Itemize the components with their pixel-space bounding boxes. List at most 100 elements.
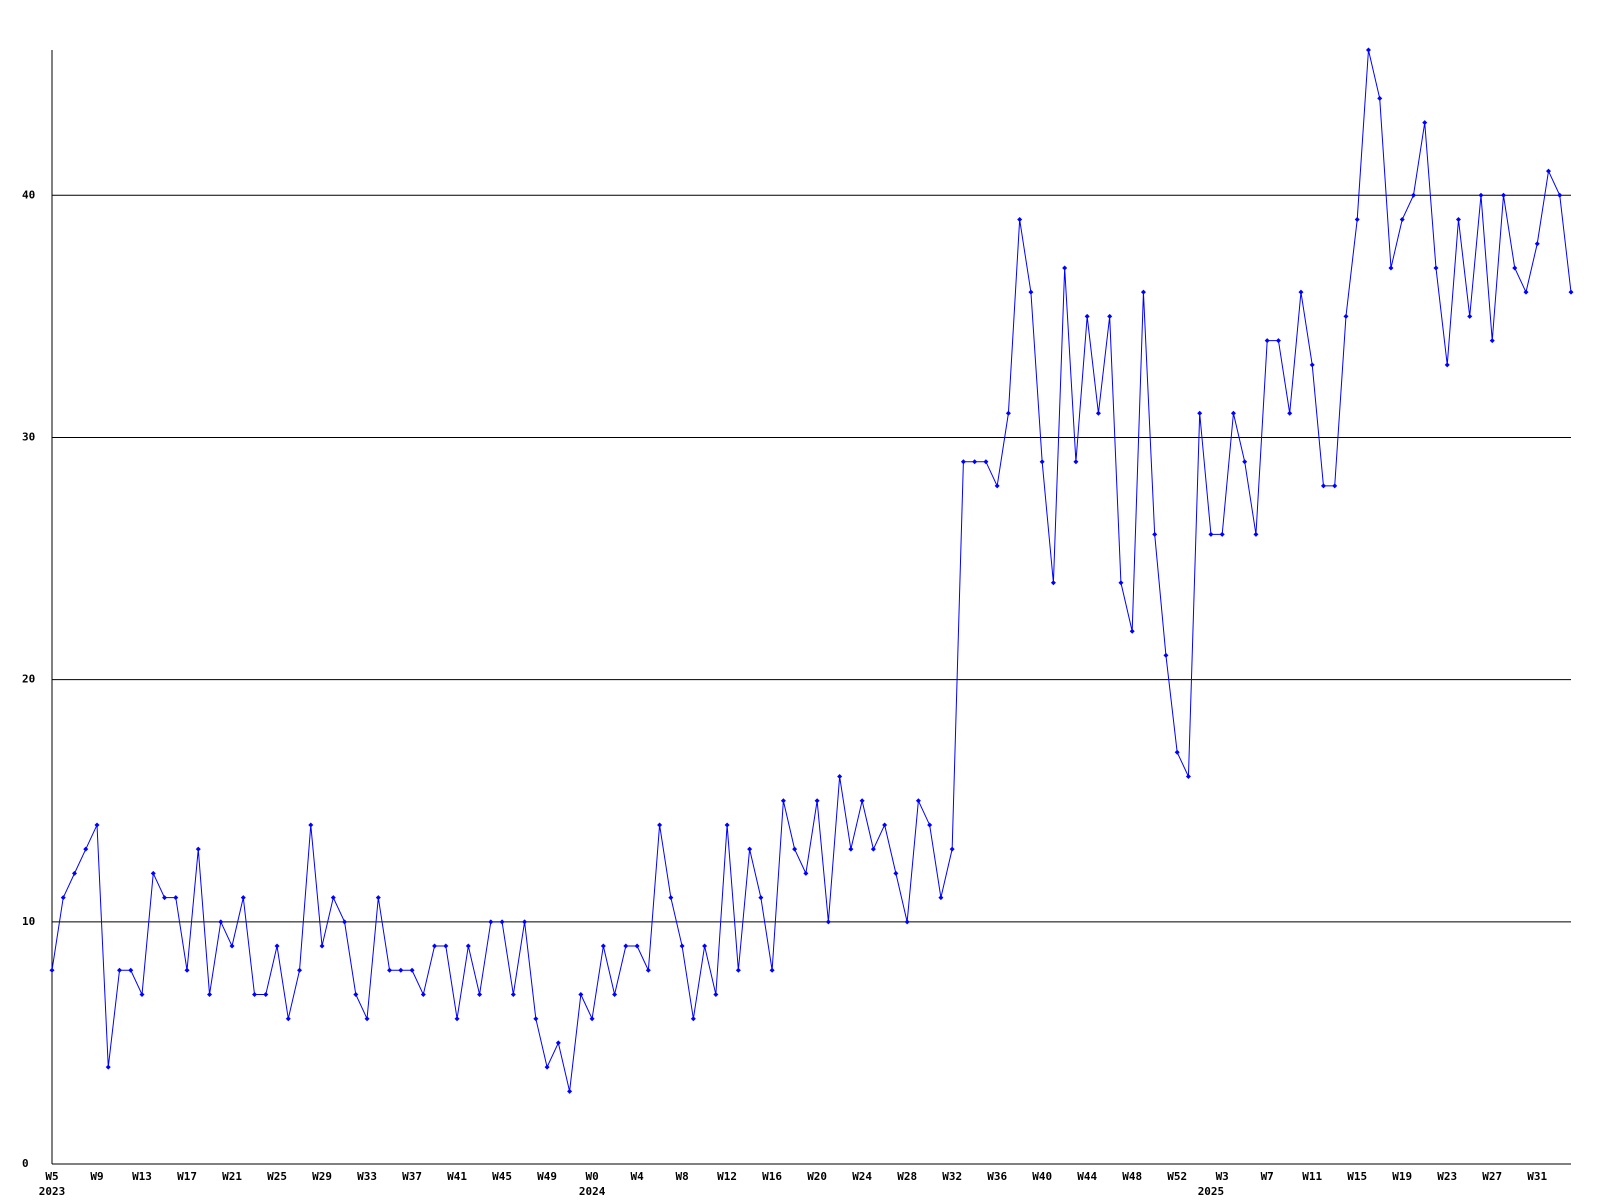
- data-point: [398, 967, 404, 973]
- x-tick-label: W37: [402, 1170, 422, 1183]
- data-point: [972, 459, 978, 465]
- year-label: 2025: [1198, 1185, 1225, 1198]
- data-point: [1534, 241, 1540, 247]
- data-point: [1422, 120, 1428, 126]
- data-point: [1568, 289, 1574, 295]
- data-point: [1230, 410, 1236, 416]
- data-point: [105, 1064, 111, 1070]
- data-point: [128, 967, 134, 973]
- y-tick-label: 10: [22, 915, 35, 928]
- data-point: [465, 943, 471, 949]
- data-point: [1107, 313, 1113, 319]
- data-point: [657, 822, 663, 828]
- data-point: [207, 991, 213, 997]
- data-point: [454, 1016, 460, 1022]
- x-tick-label: W24: [852, 1170, 872, 1183]
- data-point: [578, 991, 584, 997]
- data-point: [1174, 749, 1180, 755]
- data-point: [1377, 95, 1383, 101]
- data-point: [938, 895, 944, 901]
- data-point: [555, 1040, 561, 1046]
- data-point: [1478, 192, 1484, 198]
- data-point: [1073, 459, 1079, 465]
- data-point: [195, 846, 201, 852]
- data-point: [375, 895, 381, 901]
- data-point: [1118, 580, 1124, 586]
- data-point: [1309, 362, 1315, 368]
- data-point: [1332, 483, 1338, 489]
- data-point: [1152, 531, 1158, 537]
- data-point: [330, 895, 336, 901]
- data-point: [792, 846, 798, 852]
- data-point: [735, 967, 741, 973]
- data-point: [1264, 338, 1270, 344]
- data-point: [837, 774, 843, 780]
- data-point: [420, 991, 426, 997]
- data-point: [1354, 217, 1360, 223]
- x-tick-label: W40: [1032, 1170, 1052, 1183]
- data-point: [724, 822, 730, 828]
- data-point: [1433, 265, 1439, 271]
- x-tick-label: W52: [1167, 1170, 1187, 1183]
- data-point: [544, 1064, 550, 1070]
- x-tick-label: W12: [717, 1170, 737, 1183]
- data-point: [297, 967, 303, 973]
- x-tick-label: W9: [90, 1170, 103, 1183]
- data-point: [1253, 531, 1259, 537]
- data-point: [522, 919, 528, 925]
- data-point: [1545, 168, 1551, 174]
- data-point: [364, 1016, 370, 1022]
- data-point: [713, 991, 719, 997]
- data-point: [229, 943, 235, 949]
- x-tick-label: W19: [1392, 1170, 1412, 1183]
- data-point: [342, 919, 348, 925]
- data-point: [319, 943, 325, 949]
- data-point: [1197, 410, 1203, 416]
- data-point: [1388, 265, 1394, 271]
- data-point: [72, 870, 78, 876]
- x-tick-label: W32: [942, 1170, 962, 1183]
- data-point: [162, 895, 168, 901]
- data-point: [690, 1016, 696, 1022]
- x-tick-label: W5: [45, 1170, 58, 1183]
- data-point: [1005, 410, 1011, 416]
- x-tick-label: W25: [267, 1170, 287, 1183]
- data-point: [1163, 652, 1169, 658]
- data-point: [1208, 531, 1214, 537]
- data-point: [308, 822, 314, 828]
- x-tick-label: W15: [1347, 1170, 1367, 1183]
- data-point: [1129, 628, 1135, 634]
- data-point: [780, 798, 786, 804]
- x-tick-label: W3: [1216, 1170, 1229, 1183]
- data-point: [803, 870, 809, 876]
- year-label: 2024: [579, 1185, 606, 1198]
- y-tick-label: 20: [22, 673, 35, 686]
- data-point: [1557, 192, 1563, 198]
- data-point: [1084, 313, 1090, 319]
- data-point: [1050, 580, 1056, 586]
- data-point: [758, 895, 764, 901]
- data-point: [623, 943, 629, 949]
- data-point: [218, 919, 224, 925]
- data-point: [893, 870, 899, 876]
- data-point: [510, 991, 516, 997]
- data-point: [882, 822, 888, 828]
- year-label: 2023: [39, 1185, 66, 1198]
- x-tick-label: W31: [1527, 1170, 1547, 1183]
- data-point: [994, 483, 1000, 489]
- data-point: [859, 798, 865, 804]
- data-point: [1467, 313, 1473, 319]
- x-tick-label: W33: [357, 1170, 377, 1183]
- x-tick-label: W0: [585, 1170, 598, 1183]
- data-point: [1444, 362, 1450, 368]
- data-point: [1242, 459, 1248, 465]
- x-tick-label: W11: [1302, 1170, 1322, 1183]
- data-point: [904, 919, 910, 925]
- data-point: [1500, 192, 1506, 198]
- data-point: [870, 846, 876, 852]
- data-point: [983, 459, 989, 465]
- data-point: [1140, 289, 1146, 295]
- data-point: [353, 991, 359, 997]
- data-point: [499, 919, 505, 925]
